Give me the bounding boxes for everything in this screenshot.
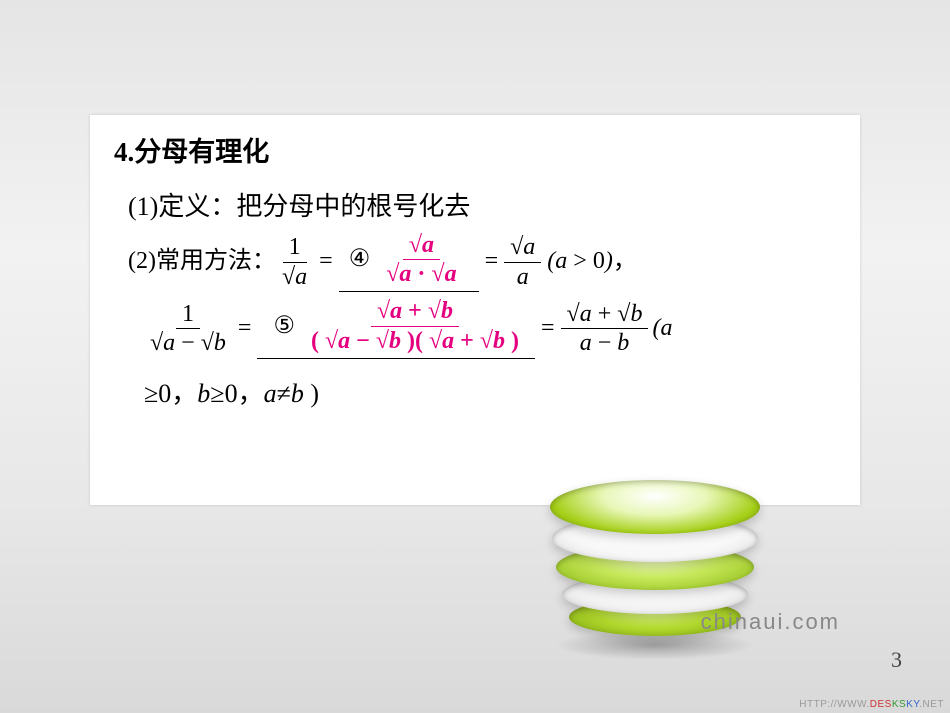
brand-text: chinaui.com xyxy=(701,609,840,635)
content-card: 4.分母有理化 (1)定义：把分母中的根号化去 (2)常用方法： 1 √a = … xyxy=(90,115,860,505)
frac-pink-2: √a + √b ( √a − √b )( √a + √b ) xyxy=(305,298,525,354)
frac-1-over-sqrt-a: 1 √a xyxy=(276,234,313,290)
item1-label: (1) xyxy=(128,192,158,221)
blank-5: ⑤ √a + √b ( √a − √b )( √a + √b ) xyxy=(257,298,535,359)
equals-2: = xyxy=(485,239,499,285)
item2-text: 常用方法： xyxy=(156,239,276,285)
method-line-1: (2)常用方法： 1 √a = ④ √a √a · √a = √a a (a >… xyxy=(128,232,836,293)
cond-a-gt0: (a > 0)， xyxy=(547,239,637,285)
item2-label: (2) xyxy=(128,239,156,285)
item1-text: 定义：把分母中的根号化去 xyxy=(158,192,470,221)
condition-line-3: ≥0，b≥0，a≠b ) xyxy=(144,369,836,418)
definition-line: (1)定义：把分母中的根号化去 xyxy=(128,182,836,231)
section-title: 4.分母有理化 xyxy=(114,127,836,178)
blank-4-marker: ④ xyxy=(349,237,371,283)
frac-sqrta-over-a: √a a xyxy=(504,234,541,290)
section-number: 4. xyxy=(114,137,134,167)
section-title-text: 分母有理化 xyxy=(134,137,269,167)
method-line-2: 1 √a − √b = ⑤ √a + √b ( √a − √b xyxy=(144,298,836,359)
watermark-url: HTTP://WWW.DESKSKY.NET xyxy=(799,699,944,710)
equals-4: = xyxy=(541,306,555,352)
decorative-capsule-icon xyxy=(540,480,770,710)
frac-pink-1: √a √a · √a xyxy=(380,232,462,288)
page-number: 3 xyxy=(891,647,902,673)
equals-3: = xyxy=(238,306,252,352)
blank-5-marker: ⑤ xyxy=(273,304,295,350)
frac-1-over-sqrta-minus-sqrtb: 1 √a − √b xyxy=(144,301,232,357)
blank-4: ④ √a √a · √a xyxy=(339,232,479,293)
cond2-open: (a xyxy=(652,306,672,352)
frac-result-2: √a + √b a − b xyxy=(561,301,649,357)
equals-1: = xyxy=(319,239,333,285)
